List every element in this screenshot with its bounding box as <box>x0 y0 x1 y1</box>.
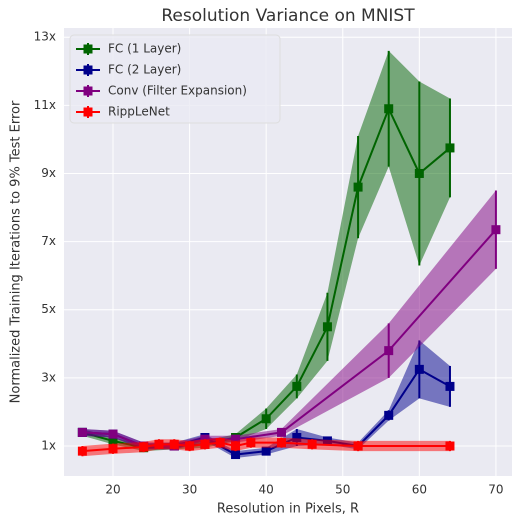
marker <box>261 414 271 424</box>
x-tick-label: 50 <box>335 483 350 497</box>
x-tick-label: 30 <box>182 483 197 497</box>
marker <box>384 104 394 114</box>
marker <box>445 143 455 153</box>
marker <box>108 444 118 454</box>
marker <box>322 322 332 332</box>
chart-title: Resolution Variance on MNIST <box>161 6 415 26</box>
legend-marker <box>83 44 93 54</box>
x-axis-label: Resolution in Pixels, R <box>217 502 359 517</box>
x-tick-label: 70 <box>488 483 503 497</box>
legend-label: FC (2 Layer) <box>108 63 181 77</box>
y-tick-label: 3x <box>41 370 56 384</box>
y-tick-label: 13x <box>34 30 56 44</box>
legend-label: Conv (Filter Expansion) <box>108 84 247 98</box>
y-tick-label: 7x <box>41 234 56 248</box>
legend-box <box>69 34 281 124</box>
marker <box>108 429 118 439</box>
marker <box>384 410 394 420</box>
marker <box>261 446 271 456</box>
marker <box>215 438 225 448</box>
marker <box>108 436 118 446</box>
x-tick-label: 20 <box>105 483 120 497</box>
marker <box>77 427 87 437</box>
legend-marker <box>83 65 93 75</box>
marker <box>414 364 424 374</box>
legend-marker <box>83 107 93 117</box>
marker <box>77 446 87 456</box>
marker <box>185 441 195 451</box>
legend-label: FC (1 Layer) <box>108 42 181 56</box>
y-axis-label: Normalized Training Iterations to 9% Tes… <box>9 100 24 403</box>
y-tick-label: 1x <box>41 439 56 453</box>
marker <box>200 439 210 449</box>
marker <box>445 381 455 391</box>
marker <box>276 438 286 448</box>
marker <box>491 225 501 235</box>
marker <box>445 441 455 451</box>
y-tick-label: 9x <box>41 166 56 180</box>
y-tick-label: 11x <box>34 98 56 112</box>
marker <box>384 346 394 356</box>
marker <box>276 427 286 437</box>
marker <box>414 168 424 178</box>
legend-marker <box>83 86 93 96</box>
marker <box>353 441 363 451</box>
marker <box>139 442 149 452</box>
marker <box>231 441 241 451</box>
marker <box>231 434 241 444</box>
marker <box>169 439 179 449</box>
marker <box>307 439 317 449</box>
x-tick-label: 60 <box>412 483 427 497</box>
y-tick-label: 5x <box>41 302 56 316</box>
marker <box>292 381 302 391</box>
marker <box>246 438 256 448</box>
error-band <box>82 190 496 450</box>
marker <box>292 433 302 443</box>
marker <box>154 439 164 449</box>
legend-label: RippLeNet <box>108 105 170 119</box>
marker <box>231 450 241 460</box>
x-tick-label: 40 <box>259 483 274 497</box>
marker <box>353 182 363 192</box>
